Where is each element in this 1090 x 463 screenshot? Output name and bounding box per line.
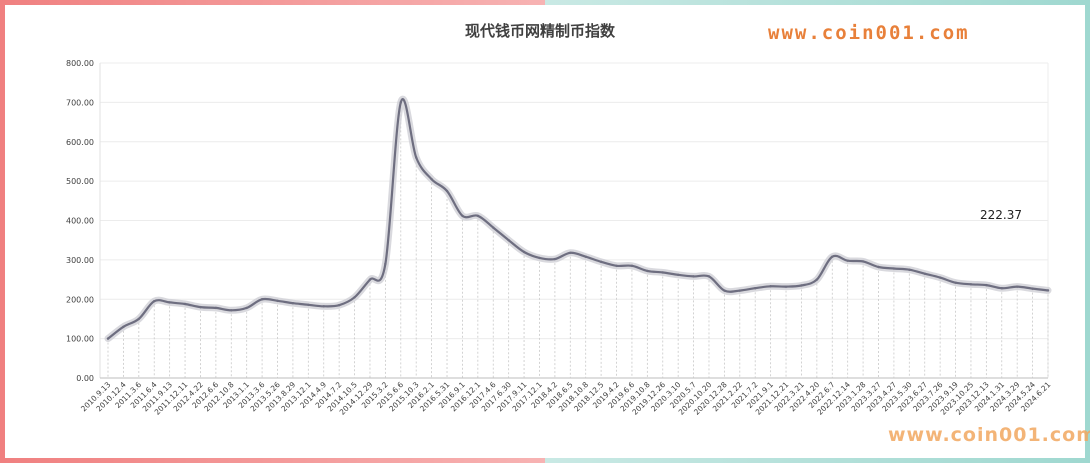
frame-border-top-left [0, 0, 545, 5]
data-point [754, 287, 757, 290]
data-point [476, 214, 480, 217]
frame-border-bottom-left [0, 458, 545, 463]
data-point [861, 260, 865, 263]
data-point [522, 250, 526, 254]
data-point [738, 289, 742, 292]
data-point [1000, 287, 1003, 290]
data-point [630, 264, 634, 267]
data-point [199, 305, 202, 309]
data-point [784, 285, 788, 288]
data-point [291, 301, 295, 305]
last-value-label: 222.37 [980, 208, 1022, 222]
data-point [676, 273, 680, 277]
data-point [569, 251, 572, 254]
data-point [877, 265, 880, 269]
data-point [153, 300, 156, 303]
watermark-top: www.coin001.com [768, 22, 970, 44]
y-tick-label: 400.00 [66, 217, 94, 226]
data-point [938, 276, 942, 279]
data-point [168, 301, 171, 304]
data-point [245, 306, 248, 310]
data-point [137, 317, 141, 321]
data-point [892, 267, 896, 270]
y-tick-label: 300.00 [66, 256, 94, 265]
data-point [615, 264, 618, 267]
data-point [507, 238, 510, 242]
series-line-shadow [104, 95, 1052, 343]
data-point [553, 257, 557, 261]
data-point [954, 281, 957, 284]
data-point [831, 255, 834, 258]
data-point [692, 275, 695, 278]
data-point [923, 272, 926, 275]
y-tick-label: 0.00 [76, 374, 94, 383]
data-point [260, 298, 264, 301]
frame-border-top-right [545, 0, 1090, 5]
data-point [492, 226, 495, 229]
data-point [769, 285, 772, 288]
data-point [230, 309, 233, 312]
data-point [599, 260, 603, 264]
data-point [353, 296, 356, 299]
data-point [723, 289, 726, 292]
data-point [430, 177, 433, 181]
data-point [122, 325, 125, 329]
watermark-bottom: www.coin001.com [888, 424, 1090, 446]
data-point [183, 302, 187, 306]
y-tick-label: 800.00 [66, 59, 94, 68]
data-point [214, 306, 218, 310]
y-tick-label: 500.00 [66, 177, 94, 186]
data-point [337, 303, 341, 307]
data-point [322, 305, 325, 308]
data-point [276, 299, 279, 303]
data-point [815, 278, 819, 281]
series-line [106, 98, 1050, 340]
data-point [985, 283, 988, 287]
data-point [307, 303, 310, 306]
data-point [800, 284, 803, 287]
y-tick-label: 200.00 [66, 295, 94, 304]
y-tick-label: 100.00 [66, 335, 94, 344]
data-point [969, 283, 973, 286]
data-point [846, 259, 849, 262]
data-point [1031, 287, 1034, 290]
y-tick-label: 600.00 [66, 138, 94, 147]
data-point [1015, 285, 1019, 288]
data-point [368, 278, 372, 281]
data-point [538, 256, 541, 260]
data-point [414, 156, 418, 159]
data-point [461, 214, 464, 217]
data-point [384, 262, 387, 266]
data-point [661, 271, 664, 274]
data-point [106, 337, 110, 340]
data-point [1046, 289, 1050, 292]
data-point [399, 101, 402, 104]
data-point [707, 275, 711, 278]
data-point [584, 255, 587, 258]
chart-title: 现代钱币网精制币指数 [464, 22, 615, 40]
data-point [908, 268, 911, 271]
frame-border-bottom-right [545, 458, 1090, 463]
data-point [445, 189, 449, 193]
y-tick-label: 700.00 [66, 98, 94, 107]
data-point [646, 269, 649, 273]
